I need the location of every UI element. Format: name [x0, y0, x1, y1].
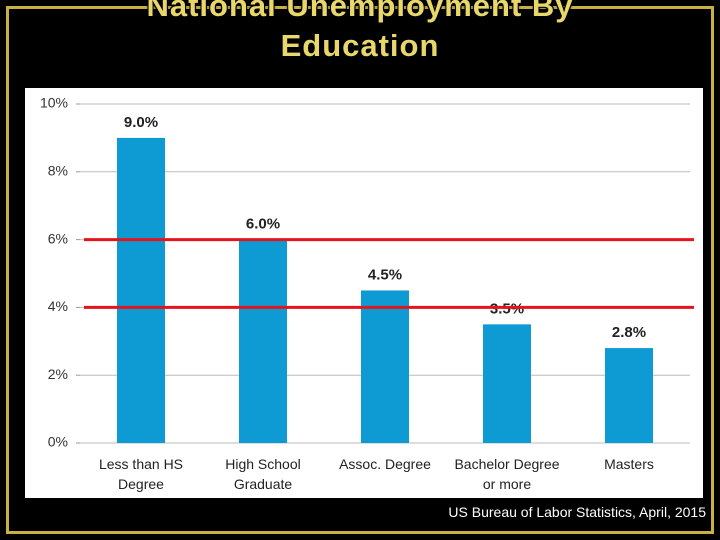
- bar: [239, 239, 287, 443]
- y-tick-label: 4%: [48, 298, 68, 314]
- y-tick-label: 6%: [48, 230, 68, 246]
- y-tick-label: 0%: [48, 434, 68, 450]
- data-label: 4.5%: [368, 266, 402, 283]
- data-label: 2.8%: [612, 324, 646, 341]
- bar: [361, 290, 409, 443]
- x-tick-label: Assoc. Degree: [339, 456, 431, 472]
- data-label: 6.0%: [246, 216, 280, 233]
- bar: [483, 324, 531, 443]
- x-tick-label: Bachelor Degree or more: [454, 456, 560, 492]
- bar: [117, 137, 165, 443]
- slide-frame: [6, 6, 714, 534]
- x-tick-label: High School Graduate: [225, 456, 301, 492]
- slide-title: National Unemployment By Education: [146, 0, 574, 63]
- y-tick-label: 10%: [40, 95, 68, 111]
- y-tick-label: 8%: [48, 163, 68, 179]
- bar: [605, 348, 653, 443]
- source-note: US Bureau of Labor Statistics, April, 20…: [448, 504, 706, 520]
- data-label: 9.0%: [124, 114, 158, 131]
- x-tick-label: Masters: [604, 456, 654, 472]
- y-tick-label: 2%: [48, 366, 68, 382]
- x-tick-label: Less than HS Degree: [98, 456, 184, 492]
